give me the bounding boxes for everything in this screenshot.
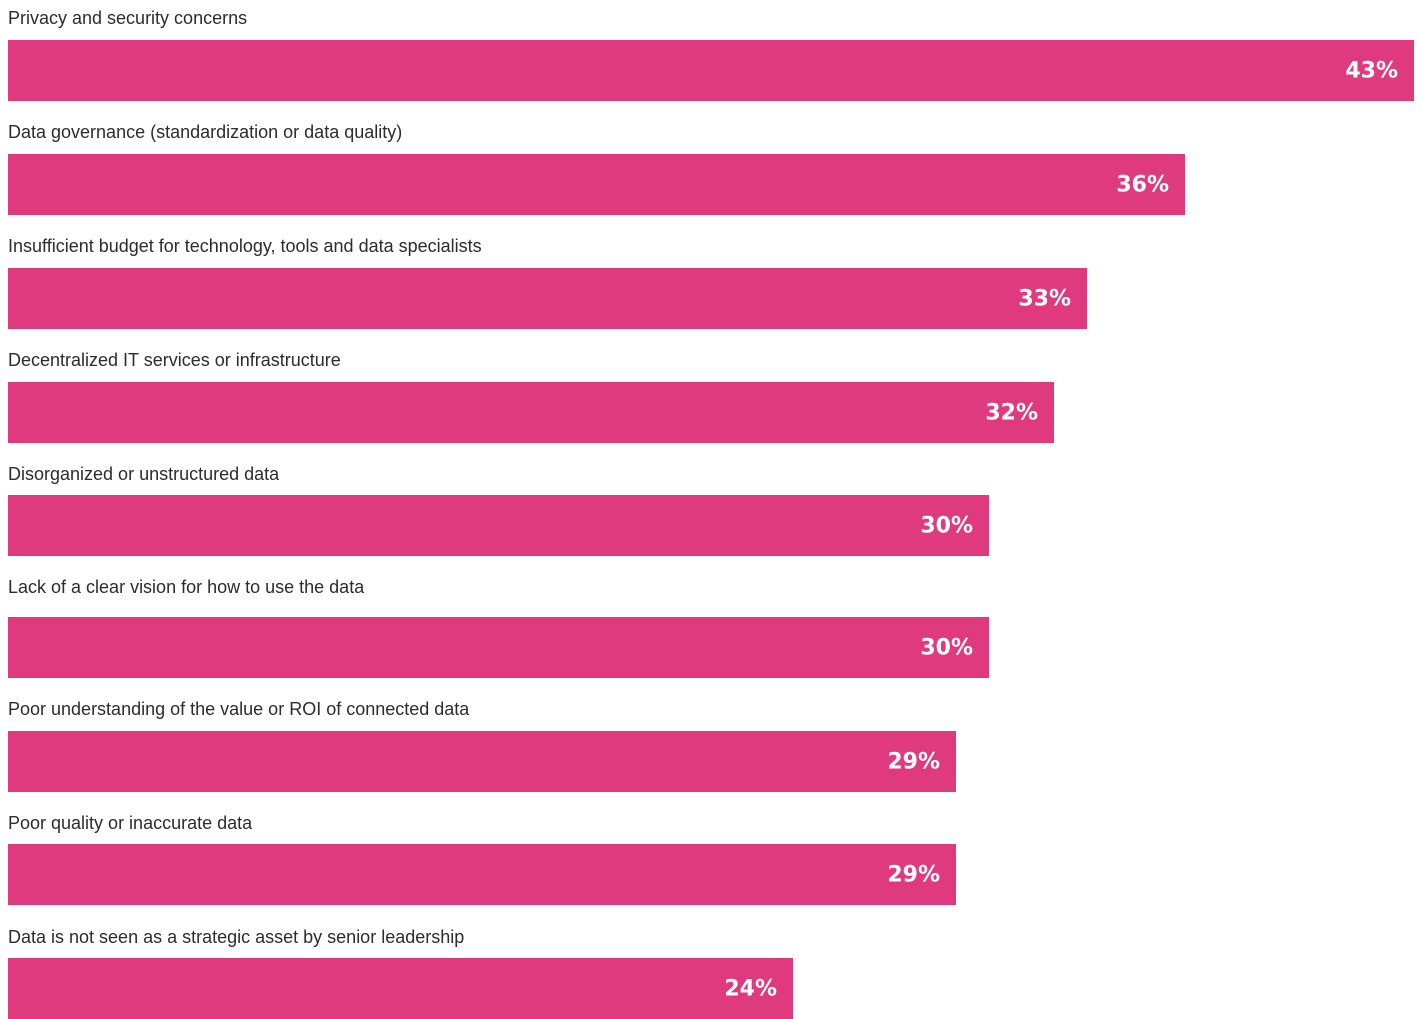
bar: 24% xyxy=(8,958,793,1019)
category-label: Poor quality or inaccurate data xyxy=(8,813,253,833)
data-label: 29% xyxy=(887,749,940,774)
bar: 43% xyxy=(8,40,1414,101)
bar: 33% xyxy=(8,268,1087,329)
category-label: Lack of a clear vision for how to use th… xyxy=(8,577,365,597)
bar: 29% xyxy=(8,844,956,905)
data-label: 30% xyxy=(920,635,973,660)
bar: 36% xyxy=(8,154,1185,215)
data-label: 33% xyxy=(1018,286,1071,311)
category-label: Poor understanding of the value or ROI o… xyxy=(8,699,470,719)
category-label: Insufficient budget for technology, tool… xyxy=(8,236,482,256)
bar: 30% xyxy=(8,617,989,678)
category-label: Data is not seen as a strategic asset by… xyxy=(8,927,465,947)
category-label: Decentralized IT services or infrastruct… xyxy=(8,350,341,370)
data-label: 24% xyxy=(724,976,777,1001)
data-label: 43% xyxy=(1345,58,1398,83)
data-label: 36% xyxy=(1116,172,1169,197)
category-label: Privacy and security concerns xyxy=(8,8,248,28)
category-label: Data governance (standardization or data… xyxy=(8,122,403,142)
bar: 29% xyxy=(8,731,956,792)
bar: 30% xyxy=(8,495,989,556)
category-label: Disorganized or unstructured data xyxy=(8,464,280,484)
bar: 32% xyxy=(8,382,1054,443)
data-label: 32% xyxy=(985,400,1038,425)
data-label: 29% xyxy=(887,862,940,887)
data-label: 30% xyxy=(920,513,973,538)
